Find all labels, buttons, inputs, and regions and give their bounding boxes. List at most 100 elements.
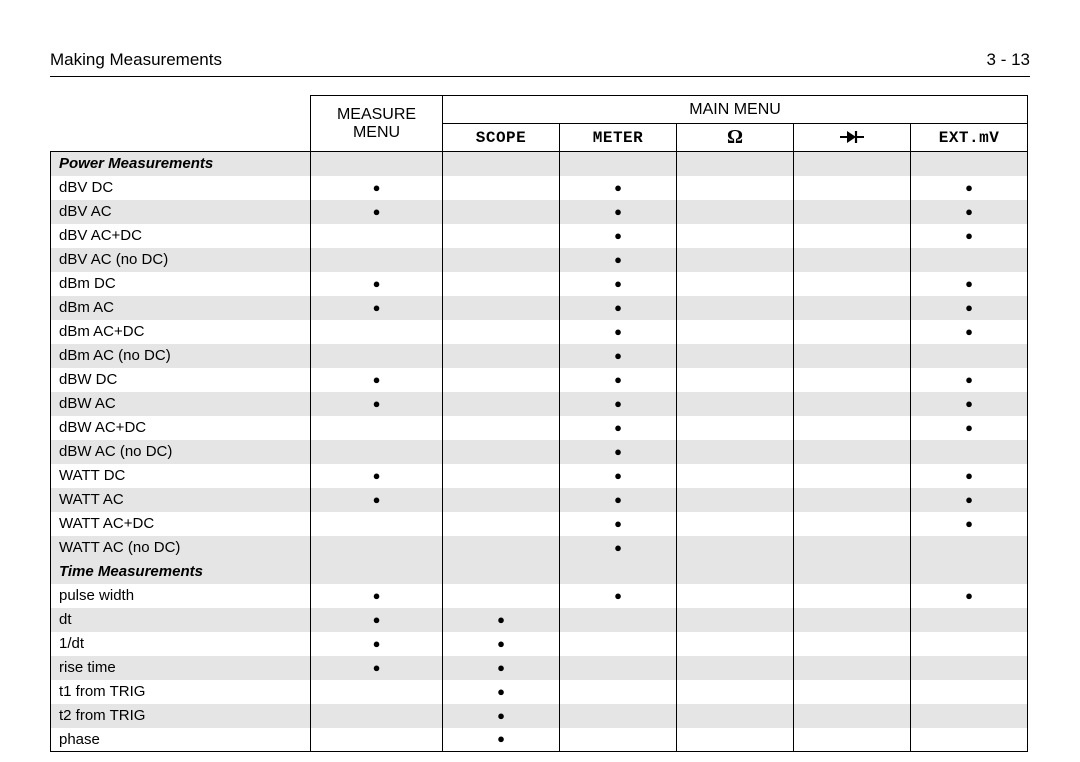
dot-icon: ● [373,612,381,627]
dot-cell [560,152,677,176]
dot-cell [443,296,560,320]
table-row: WATT DC●●● [51,464,1028,488]
dot-cell: ● [311,176,443,200]
dot-cell [443,272,560,296]
dot-cell: ● [560,536,677,560]
dot-cell [560,728,677,752]
dot-cell: ● [911,584,1028,608]
dot-cell: ● [443,632,560,656]
header-ohm-text: Ω [727,126,743,148]
dot-cell [794,320,911,344]
dot-cell [911,152,1028,176]
dot-icon: ● [373,588,381,603]
dot-cell [311,560,443,584]
table-row: dBV AC●●● [51,200,1028,224]
dot-icon: ● [965,180,973,195]
row-label: pulse width [51,584,311,608]
dot-icon: ● [965,300,973,315]
table-row: dBm AC●●● [51,296,1028,320]
dot-cell: ● [560,440,677,464]
dot-icon: ● [614,348,622,363]
dot-icon: ● [965,468,973,483]
dot-icon: ● [373,204,381,219]
dot-cell [794,296,911,320]
dot-cell [794,560,911,584]
dot-cell [794,632,911,656]
dot-cell: ● [911,392,1028,416]
table-row: WATT AC●●● [51,488,1028,512]
row-label: dBW AC (no DC) [51,440,311,464]
dot-icon: ● [965,588,973,603]
dot-icon: ● [614,540,622,555]
dot-cell [677,536,794,560]
row-label: t2 from TRIG [51,704,311,728]
dot-cell [443,488,560,512]
dot-cell [443,392,560,416]
dot-icon: ● [614,468,622,483]
dot-cell [560,560,677,584]
dot-cell: ● [911,176,1028,200]
table-row: dBW AC (no DC) ● [51,440,1028,464]
dot-cell [794,584,911,608]
dot-cell: ● [443,608,560,632]
row-label: t1 from TRIG [51,680,311,704]
dot-icon: ● [965,324,973,339]
row-label: dBV AC [51,200,311,224]
dot-cell: ● [911,368,1028,392]
dot-icon: ● [965,516,973,531]
dot-cell: ● [311,368,443,392]
dot-cell [677,488,794,512]
dot-cell: ● [560,296,677,320]
dot-cell: ● [311,608,443,632]
row-label: dBm AC (no DC) [51,344,311,368]
dot-cell: ● [443,680,560,704]
dot-cell: ● [311,296,443,320]
table-row: dBm DC●●● [51,272,1028,296]
row-label: dBm AC [51,296,311,320]
dot-cell [311,416,443,440]
dot-cell: ● [311,200,443,224]
dot-icon: ● [614,204,622,219]
dot-cell [794,728,911,752]
header-ohm: Ω [677,124,794,152]
dot-cell [794,344,911,368]
row-label: WATT AC (no DC) [51,536,311,560]
dot-cell: ● [443,704,560,728]
dot-cell: ● [560,344,677,368]
dot-cell: ● [311,656,443,680]
dot-cell: ● [911,512,1028,536]
table-row: 1/dt●● [51,632,1028,656]
table-row: dt●● [51,608,1028,632]
dot-cell [311,440,443,464]
dot-cell [794,368,911,392]
dot-icon: ● [614,444,622,459]
dot-cell [911,608,1028,632]
dot-cell [311,512,443,536]
dot-cell [794,416,911,440]
dot-cell [794,248,911,272]
row-label: dBW DC [51,368,311,392]
dot-cell: ● [911,488,1028,512]
dot-cell: ● [560,176,677,200]
dot-cell [794,608,911,632]
dot-cell [677,608,794,632]
diode-icon [839,128,865,146]
dot-cell [911,728,1028,752]
header-extmv: EXT.mV [911,124,1028,152]
dot-cell [677,176,794,200]
dot-cell [311,728,443,752]
dot-cell [794,536,911,560]
dot-cell: ● [560,512,677,536]
table-row: dBW DC●●● [51,368,1028,392]
dot-cell [794,680,911,704]
dot-cell: ● [911,296,1028,320]
dot-icon: ● [614,420,622,435]
dot-cell [677,344,794,368]
dot-icon: ● [497,636,505,651]
dot-icon: ● [614,252,622,267]
dot-cell [443,536,560,560]
row-label: dBV AC+DC [51,224,311,248]
table-row: WATT AC+DC●● [51,512,1028,536]
dot-icon: ● [497,612,505,627]
dot-cell [677,296,794,320]
